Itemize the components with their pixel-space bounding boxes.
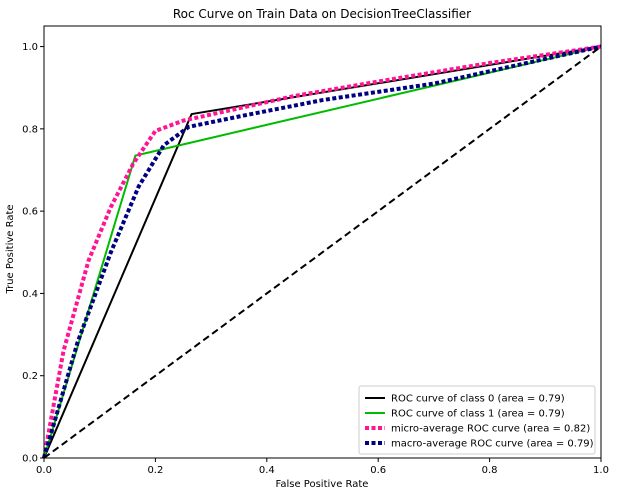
y-tick-label: 0.0 xyxy=(22,454,38,465)
legend-box xyxy=(358,385,596,455)
chance-diagonal-line xyxy=(43,45,602,459)
y-tick-label: 0.8 xyxy=(22,124,38,135)
legend-label-3: macro-average ROC curve (area = 0.79) xyxy=(391,439,594,450)
x-tick-label: 0.6 xyxy=(370,465,386,476)
y-axis-label: True Positive Rate xyxy=(5,204,16,294)
y-tick-label: 0.6 xyxy=(22,207,38,218)
x-tick-label: 1.0 xyxy=(593,465,609,476)
series-layer xyxy=(42,44,602,459)
x-tick-label: 0.4 xyxy=(259,465,275,476)
y-tick-label: 0.2 xyxy=(22,371,38,382)
y-tick-label: 0.4 xyxy=(22,289,38,300)
axes-layer: 0.0 0.2 0.4 0.6 0.8 1.0 0.0 0.2 0.4 0.6 0.8 1.0 xyxy=(22,25,609,476)
x-tick-label: 0.0 xyxy=(36,465,52,476)
legend-label-2: micro-average ROC curve (area = 0.82) xyxy=(391,424,590,435)
legend-label-1: ROC curve of class 1 (area = 0.79) xyxy=(391,409,565,420)
legend: ROC curve of class 0 (area = 0.79) ROC cu… xyxy=(358,385,596,455)
x-axis-label: False Positive Rate xyxy=(276,479,369,490)
chart-title: Roc Curve on Train Data on DecisionTreeC… xyxy=(173,7,471,21)
x-tick-label: 0.8 xyxy=(482,465,498,476)
y-tick-label: 1.0 xyxy=(22,42,38,53)
x-tick-label: 0.2 xyxy=(147,465,163,476)
plot-frame xyxy=(43,25,602,459)
legend-label-0: ROC curve of class 0 (area = 0.79) xyxy=(391,394,565,405)
